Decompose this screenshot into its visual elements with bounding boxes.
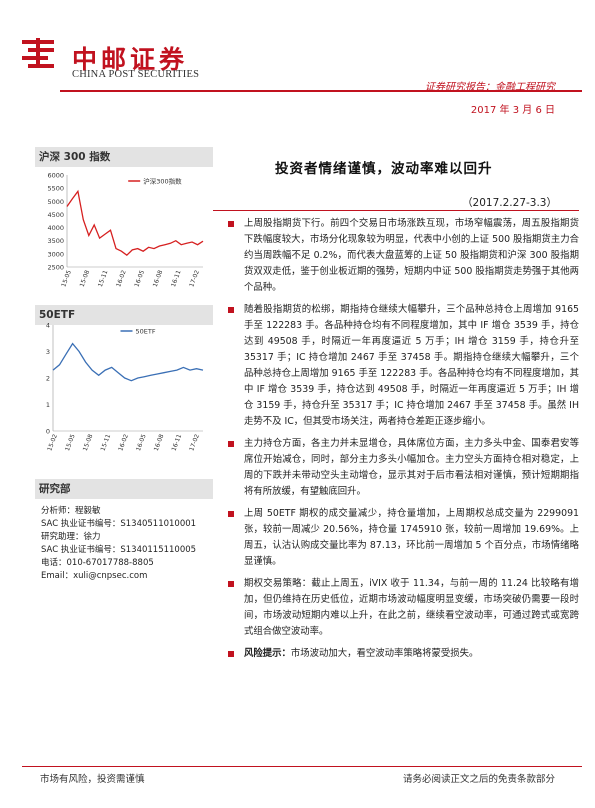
y-tick-label: 3500: [47, 237, 64, 245]
x-tick-label: 16-08: [152, 269, 165, 288]
x-tick-label: 16-08: [153, 433, 166, 452]
x-tick-label: 15-02: [46, 433, 59, 452]
summary-bullets: 上周股指期货下行。前四个交易日市场涨跌互现，市场窄幅震荡，周五股指期货下跌幅度较…: [226, 216, 579, 668]
x-tick-label: 17-02: [188, 269, 201, 288]
analyst-email[interactable]: Email：xuli@cnpsec.com: [41, 571, 148, 581]
footer-notice: 请务必阅读正文之后的免责条款部分: [402, 774, 555, 785]
etf-panel-title: 50ETF: [35, 305, 213, 325]
y-tick-label: 3: [46, 348, 50, 356]
bullet-risk: 风险提示：市场波动加大，看空波动率策略将蒙受损失。: [226, 646, 579, 662]
y-tick-label: 2500: [47, 264, 64, 272]
x-tick-label: 17-02: [188, 433, 201, 452]
sidebar: 沪深 300 指数 2500 3000 3500 4000 4500 5000 5500 60…: [35, 135, 213, 663]
brand-name-en: CHINA POST SECURITIES: [72, 69, 200, 80]
company-logo-icon: [22, 38, 54, 68]
x-tick-label: 16-05: [135, 433, 148, 452]
y-tick-label: 6000: [47, 172, 64, 180]
analyst-panel-title: 研究部: [35, 479, 213, 499]
y-tick-label: 4500: [47, 211, 64, 219]
y-tick-label: 5500: [47, 185, 64, 193]
report-title: 投资者情绪谨慎，波动率难以回升: [275, 161, 493, 177]
y-tick-label: 3000: [47, 250, 64, 258]
bullet-options-strategy: 期权交易策略：截止上周五，iVIX 收于 11.34，与前一周的 11.24 比…: [226, 576, 579, 640]
report-date: 2017 年 3 月 6 日: [470, 105, 555, 116]
series-line: [52, 342, 204, 382]
footer-divider: [22, 766, 582, 767]
hs300-chart: 2500 3000 3500 4000 4500 5000 5500 6000 15-05 15-…: [47, 172, 204, 288]
x-tick-label: 15-08: [79, 269, 92, 288]
brand-name-cn: 中邮证券: [72, 45, 189, 74]
analyst-info: 分析师：程毅敏 SAC 执业证书编号：S1340511010001 研究助理：徐…: [41, 505, 196, 583]
risk-label: 风险提示：: [244, 648, 291, 659]
bullet-options-volume: 上周 50ETF 期权的成交量减少，持仓量增加，上周期权总成交量为 229909…: [226, 506, 579, 570]
x-tick-label: 16-11: [170, 269, 183, 288]
etf-chart: 0 1 2 3 4 15-02 15-05 15-08 15-11 16-02 16-05 16-08…: [46, 322, 204, 452]
report-period: （2017.2.27-3.3）: [462, 197, 557, 209]
legend-label: 50ETF: [136, 328, 156, 336]
y-tick-label: 0: [46, 428, 50, 436]
footer-disclaimer: 市场有风险，投资需谨慎: [40, 774, 145, 785]
y-tick-label: 5000: [47, 198, 64, 206]
analyst-line: 分析师：程毅敏: [41, 506, 101, 516]
y-tick-label: 2: [46, 375, 50, 383]
bullet-futures: 上周股指期货下行。前四个交易日市场涨跌互现，市场窄幅震荡，周五股指期货下跌幅度较…: [226, 216, 579, 296]
analyst-line: SAC 执业证书编号：S1340511010001: [41, 519, 197, 529]
analyst-line: 研究助理：徐力: [41, 532, 101, 542]
x-tick-label: 15-11: [97, 269, 110, 288]
risk-text: 市场波动加大，看空波动率策略将蒙受损失。: [290, 648, 479, 659]
x-tick-label: 16-02: [115, 269, 128, 288]
x-tick-label: 15-08: [82, 433, 95, 452]
analyst-line: SAC 执业证书编号：S1340115110005: [41, 545, 197, 555]
x-tick-label: 16-05: [133, 269, 146, 288]
series-line: [66, 189, 204, 257]
y-tick-label: 1: [46, 401, 50, 409]
analyst-line: 电话：010-67017788-8805: [41, 558, 154, 568]
hs300-panel-title: 沪深 300 指数: [35, 147, 213, 167]
x-tick-label: 15-05: [64, 433, 77, 452]
x-tick-label: 15-05: [60, 269, 73, 288]
header-divider: [60, 90, 582, 92]
y-tick-label: 4000: [47, 224, 64, 232]
bullet-positions: 随着股指期货的松绑，期指持仓继续大幅攀升，三个品种总持仓上周增加 9165 手至…: [226, 302, 579, 430]
x-tick-label: 16-02: [117, 433, 130, 452]
y-tick-label: 4: [46, 322, 50, 330]
x-tick-label: 15-11: [100, 433, 113, 452]
x-tick-label: 16-11: [171, 433, 184, 452]
report-type: 证券研究报告：金融工程研究: [425, 82, 555, 93]
bullet-main-holdings: 主力持仓方面，各主力并未显增仓，具体席位方面，主力多头中金、国泰君安等席位开始减…: [226, 436, 579, 500]
legend-label: 沪深300指数: [143, 177, 182, 186]
title-divider: [213, 210, 579, 211]
